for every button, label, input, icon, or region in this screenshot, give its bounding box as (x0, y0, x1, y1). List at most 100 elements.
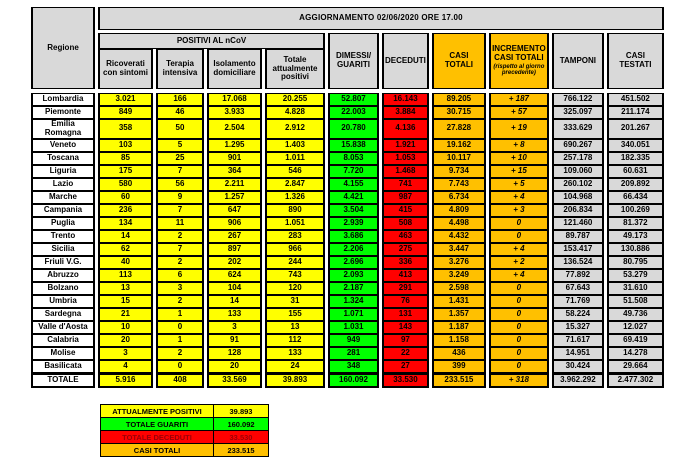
column-header-regione: Regione (31, 7, 95, 89)
cell-totale-attualmente-positivi: 112 (265, 333, 325, 347)
cell-isolamento-domiciliare: 364 (207, 164, 262, 178)
cell-dimessi-guariti: 160.092 (328, 372, 379, 388)
cell-casi-testati: 2.477.302 (606, 372, 664, 388)
table-row: Umbria 15 2 14 31 1.324 76 1.431 0 71.769 51.508 (31, 294, 664, 308)
cell-tamponi: 260.102 (551, 177, 604, 191)
cell-ricoverati-con-sintomi: 3 (98, 346, 153, 360)
cell-casi-totali: 233.515 (431, 372, 486, 388)
cell-totale-attualmente-positivi: 1.011 (265, 151, 325, 165)
cell-tamponi: 136.524 (551, 255, 604, 269)
cell-terapia-intensiva: 2 (156, 255, 204, 269)
cell-region: Puglia (31, 216, 95, 230)
cell-ricoverati-con-sintomi: 580 (98, 177, 153, 191)
summary-label: TOTALE DECEDUTI (100, 430, 214, 444)
cell-dimessi-guariti: 949 (328, 333, 379, 347)
cell-dimessi-guariti: 3.686 (328, 229, 379, 243)
cell-isolamento-domiciliare: 647 (207, 203, 262, 217)
cell-dimessi-guariti: 52.807 (328, 93, 379, 106)
table-row: Toscana 85 25 901 1.011 8.053 1.053 10.117 + 10 2… (31, 151, 664, 165)
cell-ricoverati-con-sintomi: 4 (98, 359, 153, 373)
cell-ricoverati-con-sintomi: 134 (98, 216, 153, 230)
cell-dimessi-guariti: 2.939 (328, 216, 379, 230)
cell-tamponi: 71.769 (551, 294, 604, 308)
cell-ricoverati-con-sintomi: 358 (98, 119, 153, 139)
cell-casi-totali: 6.734 (431, 190, 486, 204)
summary-row: CASI TOTALI 233.515 (100, 443, 269, 457)
cell-isolamento-domiciliare: 267 (207, 229, 262, 243)
cell-totale-attualmente-positivi: 4.828 (265, 106, 325, 119)
cell-incremento-casi-totali: 0 (488, 216, 549, 230)
cell-dimessi-guariti: 8.053 (328, 151, 379, 165)
cell-casi-totali: 30.715 (431, 106, 486, 119)
cell-casi-totali: 19.162 (431, 138, 486, 152)
table-row: Sardegna 21 1 133 155 1.071 131 1.357 0 58.224 49.… (31, 307, 664, 321)
cell-ricoverati-con-sintomi: 21 (98, 307, 153, 321)
cell-dimessi-guariti: 2.093 (328, 268, 379, 282)
cell-casi-totali: 27.828 (431, 119, 486, 139)
cell-incremento-casi-totali: 0 (488, 346, 549, 360)
column-header-terapia-intensiva: Terapia intensiva (156, 49, 204, 89)
cell-tamponi: 89.787 (551, 229, 604, 243)
cell-isolamento-domiciliare: 901 (207, 151, 262, 165)
cell-region: Basilicata (31, 359, 95, 373)
cell-terapia-intensiva: 46 (156, 106, 204, 119)
cell-deceduti: 76 (382, 294, 429, 308)
cell-casi-testati: 130.886 (606, 242, 664, 256)
cell-casi-totali: 9.734 (431, 164, 486, 178)
cell-casi-testati: 49.173 (606, 229, 664, 243)
cell-totale-attualmente-positivi: 133 (265, 346, 325, 360)
cell-region: Veneto (31, 138, 95, 152)
cell-casi-totali: 1.187 (431, 320, 486, 334)
cell-terapia-intensiva: 25 (156, 151, 204, 165)
cell-dimessi-guariti: 348 (328, 359, 379, 373)
cell-terapia-intensiva: 2 (156, 346, 204, 360)
cell-casi-testati: 182.335 (606, 151, 664, 165)
cell-terapia-intensiva: 408 (156, 372, 204, 388)
cell-casi-testati: 201.267 (606, 119, 664, 139)
cell-totale-attualmente-positivi: 546 (265, 164, 325, 178)
table-row: Abruzzo 113 6 624 743 2.093 413 3.249 + 4 77.892 5… (31, 268, 664, 282)
cell-tamponi: 153.417 (551, 242, 604, 256)
summary-row: TOTALE DECEDUTI 33.530 (100, 430, 269, 444)
cell-dimessi-guariti: 20.780 (328, 119, 379, 139)
table-row: Emilia Romagna 358 50 2.504 2.912 20.780 4.136… (31, 119, 664, 139)
cell-totale-attualmente-positivi: 31 (265, 294, 325, 308)
cell-casi-totali: 3.447 (431, 242, 486, 256)
table-row: Sicilia 62 7 897 966 2.206 275 3.447 + 4 153.417 1… (31, 242, 664, 256)
cell-deceduti: 4.136 (382, 119, 429, 139)
cell-deceduti: 987 (382, 190, 429, 204)
cell-totale-attualmente-positivi: 283 (265, 229, 325, 243)
cell-region: Liguria (31, 164, 95, 178)
cell-dimessi-guariti: 22.003 (328, 106, 379, 119)
column-header-isolamento: Isolamento domiciliare (207, 49, 262, 89)
cell-casi-totali: 1.357 (431, 307, 486, 321)
cell-casi-totali: 10.117 (431, 151, 486, 165)
summary-row: TOTALE GUARITI 160.092 (100, 417, 269, 431)
table-row: Bolzano 13 3 104 120 2.187 291 2.598 0 67.643 31.6… (31, 281, 664, 295)
cell-region: Bolzano (31, 281, 95, 295)
cell-totale-attualmente-positivi: 20.255 (265, 93, 325, 106)
cell-deceduti: 97 (382, 333, 429, 347)
cell-deceduti: 1.468 (382, 164, 429, 178)
cell-deceduti: 336 (382, 255, 429, 269)
main-table: Regione AGGIORNAMENTO 02/06/2020 ORE 17.… (28, 7, 667, 388)
cell-terapia-intensiva: 0 (156, 359, 204, 373)
cell-deceduti: 33.530 (382, 372, 429, 388)
cell-isolamento-domiciliare: 202 (207, 255, 262, 269)
table-row: Lombardia 3.021 166 17.068 20.255 52.807 16.14… (31, 93, 664, 106)
cell-region: Campania (31, 203, 95, 217)
cell-ricoverati-con-sintomi: 60 (98, 190, 153, 204)
cell-totale-attualmente-positivi: 2.912 (265, 119, 325, 139)
cell-incremento-casi-totali: + 8 (488, 138, 549, 152)
cell-dimessi-guariti: 1.324 (328, 294, 379, 308)
cell-tamponi: 3.962.292 (551, 372, 604, 388)
cell-isolamento-domiciliare: 104 (207, 281, 262, 295)
cell-tamponi: 58.224 (551, 307, 604, 321)
cell-incremento-casi-totali: + 2 (488, 255, 549, 269)
table-row: Campania 236 7 647 890 3.504 415 4.809 + 3 206.83… (31, 203, 664, 217)
cell-ricoverati-con-sintomi: 10 (98, 320, 153, 334)
cell-casi-totali: 2.598 (431, 281, 486, 295)
cell-deceduti: 27 (382, 359, 429, 373)
cell-terapia-intensiva: 7 (156, 203, 204, 217)
table-row: Piemonte 849 46 3.933 4.828 22.003 3.884 30.715… (31, 106, 664, 119)
